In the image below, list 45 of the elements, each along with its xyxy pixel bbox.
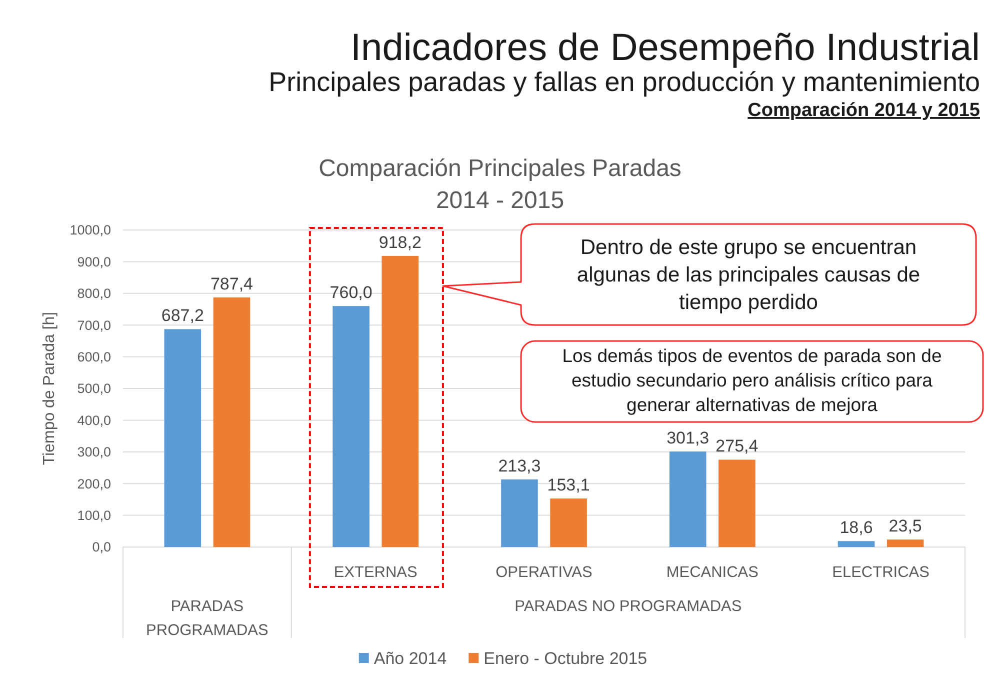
x-tick-label: OPERATIVAS <box>496 564 592 581</box>
data-label: 687,2 <box>161 306 204 326</box>
data-label: 153,1 <box>547 475 590 494</box>
bar <box>886 540 924 547</box>
text: Comparación Principales Paradas 2014 - 2015 <box>318 155 682 214</box>
bar <box>382 256 419 547</box>
text: PARADAS PROGRAMADAS <box>146 598 268 639</box>
bar <box>550 498 587 547</box>
data-label: 918,2 <box>378 232 422 252</box>
data-label: 23,5 <box>888 516 922 536</box>
x-tick-label: MECANICAS <box>666 564 758 581</box>
data-label: 301,3 <box>666 428 710 448</box>
data-label: 760,0 <box>330 283 372 302</box>
bar <box>213 297 250 547</box>
y-tick-label: 100,0 <box>77 508 111 524</box>
y-tick-label: 500,0 <box>77 381 111 396</box>
bar <box>669 451 706 547</box>
y-tick-label: 600,0 <box>77 350 111 365</box>
y-tick-label: 400,0 <box>77 412 111 428</box>
y-tick-label: 700,0 <box>77 318 111 333</box>
bar <box>501 479 538 547</box>
chart-title: Indicadores de Desempeño Industrial <box>350 27 980 69</box>
bar <box>164 329 202 547</box>
data-label: 18,6 <box>840 518 873 538</box>
y-tick-label: 800,0 <box>77 286 111 302</box>
y-axis-title: Tiempo de Parada [h] <box>41 312 58 466</box>
text: PARADAS NO PROGRAMADAS <box>514 598 742 615</box>
x-tick-label: ELECTRICAS <box>832 564 930 581</box>
data-label: 787,4 <box>210 274 254 294</box>
annotation: Dentro de este grupo se encuentran algunas de las principales causas de tiempo perdido <box>576 236 920 314</box>
data-label: 213,3 <box>498 456 541 476</box>
y-tick-label: 0,0 <box>92 540 111 555</box>
bar <box>718 460 756 547</box>
x-tick-label: EXTERNAS <box>334 564 418 581</box>
y-tick-label: 1000,0 <box>70 222 111 238</box>
y-tick-label: 300,0 <box>77 444 111 460</box>
data-label: 275,4 <box>716 436 758 456</box>
bar <box>838 541 875 547</box>
chart-subtitle: Principales paradas y fallas en producción y mantenimiento Comparación 2014 y 2015 <box>268 67 980 121</box>
legend-label: Enero - Octubre 2015 <box>484 648 648 668</box>
bar <box>332 306 370 547</box>
y-tick-label: 200,0 <box>77 476 111 492</box>
annotation: Los demás tipos de eventos de parada son de estudio secundario pero análisis crítico para generar alternativas de mejora <box>562 345 942 415</box>
legend-label: Año 2014 <box>374 648 447 668</box>
y-tick-label: 900,0 <box>77 254 111 270</box>
